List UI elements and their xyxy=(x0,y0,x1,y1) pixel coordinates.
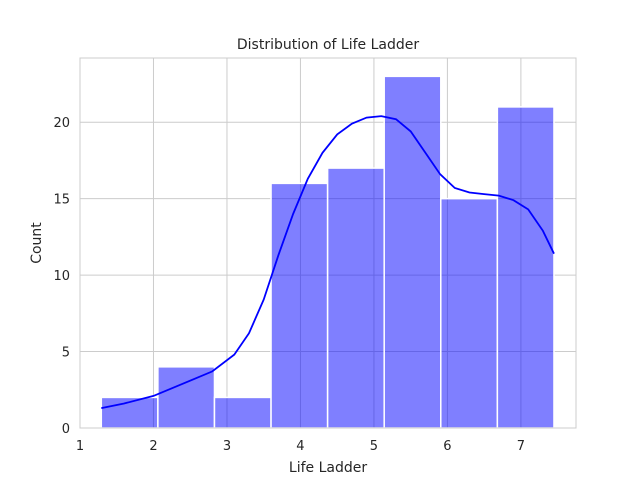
histogram-bar xyxy=(383,75,442,429)
x-tick-label: 2 xyxy=(149,439,157,454)
x-tick-label: 5 xyxy=(370,439,378,454)
x-tick-label: 3 xyxy=(223,439,231,454)
y-tick-label: 0 xyxy=(62,422,70,437)
x-tick-label: 1 xyxy=(76,439,84,454)
y-tick-label: 10 xyxy=(53,269,70,284)
histogram-bar xyxy=(440,197,499,429)
histogram-bar xyxy=(157,366,216,429)
histogram-bar xyxy=(496,106,555,429)
histogram-bar xyxy=(270,182,329,429)
plot-frame xyxy=(79,57,577,429)
x-tick-label: 4 xyxy=(296,439,304,454)
y-tick-label: 15 xyxy=(53,193,70,208)
x-axis-label: Life Ladder xyxy=(289,460,367,476)
bars xyxy=(100,75,555,429)
x-tick-label: 7 xyxy=(517,439,525,454)
x-tick-label: 6 xyxy=(443,439,451,454)
y-tick-label: 20 xyxy=(53,116,70,131)
x-ticks: 1 2 3 4 5 6 7 xyxy=(76,439,525,454)
chart-title: Distribution of Life Ladder xyxy=(237,37,420,53)
kde-line xyxy=(101,115,555,409)
histogram-bar xyxy=(326,167,385,429)
y-axis-label: Count xyxy=(29,222,45,264)
histogram-bar xyxy=(213,396,272,429)
y-tick-label: 5 xyxy=(62,346,70,361)
y-ticks: 0 5 10 15 20 xyxy=(53,116,70,437)
